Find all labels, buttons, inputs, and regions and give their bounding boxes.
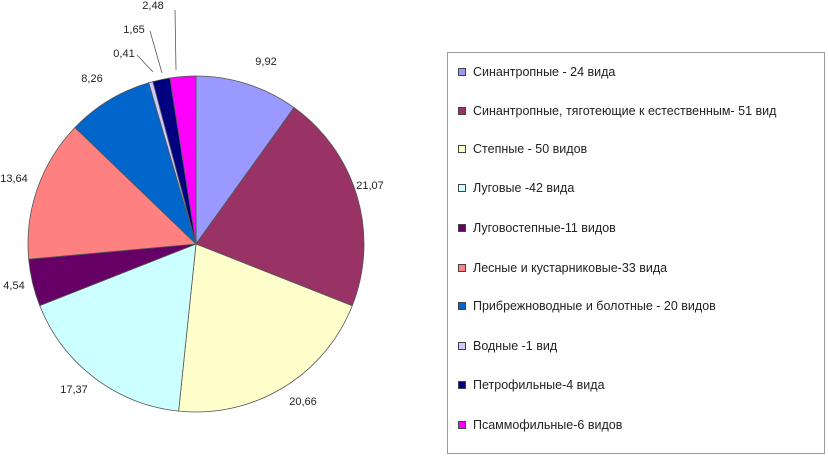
legend-label: Лесные и кустарниковые-33 вида [473, 261, 668, 275]
pie-slice [195, 75, 295, 246]
data-label: 20,66 [289, 396, 317, 408]
data-label: 17,37 [60, 384, 88, 396]
legend-swatch [458, 68, 466, 76]
legend-swatch [458, 184, 466, 192]
legend-item: Лесные и кустарниковые-33 вида [458, 260, 818, 276]
legend-swatch [458, 224, 466, 232]
pie-slice [74, 82, 197, 246]
pie-slice [39, 243, 197, 412]
legend-label: Псаммофильные-6 видов [473, 418, 623, 432]
legend-item: Синантропные, тяготеющие к естественным-… [458, 103, 818, 119]
legend-swatch [458, 342, 466, 350]
pie-chart: 9,92 21,07 20,66 17,37 4,54 13,64 8,26 0,41 1,65… [0, 0, 384, 413]
legend-label: Степные - 50 видов [473, 142, 588, 156]
legend-swatch [458, 107, 466, 115]
legend-label: Синантропные - 24 вида [473, 65, 616, 79]
legend-label: Луговые -42 вида [473, 181, 575, 195]
data-label: 21,07 [356, 180, 384, 192]
legend-label: Луговостепные-11 видов [473, 221, 616, 235]
legend-swatch [458, 145, 466, 153]
legend-swatch [458, 421, 466, 429]
leader-line [136, 54, 154, 73]
pie-slice [195, 107, 365, 307]
pie-slice [27, 126, 197, 260]
legend-item: Луговые -42 вида [458, 180, 818, 196]
legend-item: Петрофильные-4 вида [458, 377, 818, 393]
data-label: 1,65 [123, 24, 144, 36]
legend-label: Петрофильные-4 вида [473, 378, 605, 392]
legend-item: Псаммофильные-6 видов [458, 417, 818, 433]
pie-slice [178, 243, 353, 413]
legend-label: Синантропные, тяготеющие к естественным-… [473, 104, 777, 118]
data-label: 0,41 [113, 48, 134, 60]
legend-item: Прибрежноводные и болотные - 20 видов [458, 298, 818, 314]
data-label: 13,64 [0, 173, 28, 185]
legend-label: Водные -1 вид [473, 339, 558, 353]
leader-line [149, 30, 163, 74]
data-label: 8,26 [81, 73, 102, 85]
legend-item: Синантропные - 24 вида [458, 64, 818, 80]
legend-item: Водные -1 вид [458, 338, 818, 354]
legend-swatch [458, 381, 466, 389]
leader-line [174, 9, 177, 71]
legend-item: Степные - 50 видов [458, 141, 818, 157]
data-label: 9,92 [255, 56, 276, 68]
pie-slice [169, 75, 197, 245]
legend-swatch [458, 264, 466, 272]
legend-item: Луговостепные-11 видов [458, 220, 818, 236]
data-label: 2,48 [142, 0, 163, 12]
legend-swatch [458, 302, 466, 310]
data-label: 4,54 [3, 280, 24, 292]
legend: Синантропные - 24 вида Синантропные, тяг… [447, 52, 825, 454]
legend-label: Прибрежноводные и болотные - 20 видов [473, 299, 716, 313]
